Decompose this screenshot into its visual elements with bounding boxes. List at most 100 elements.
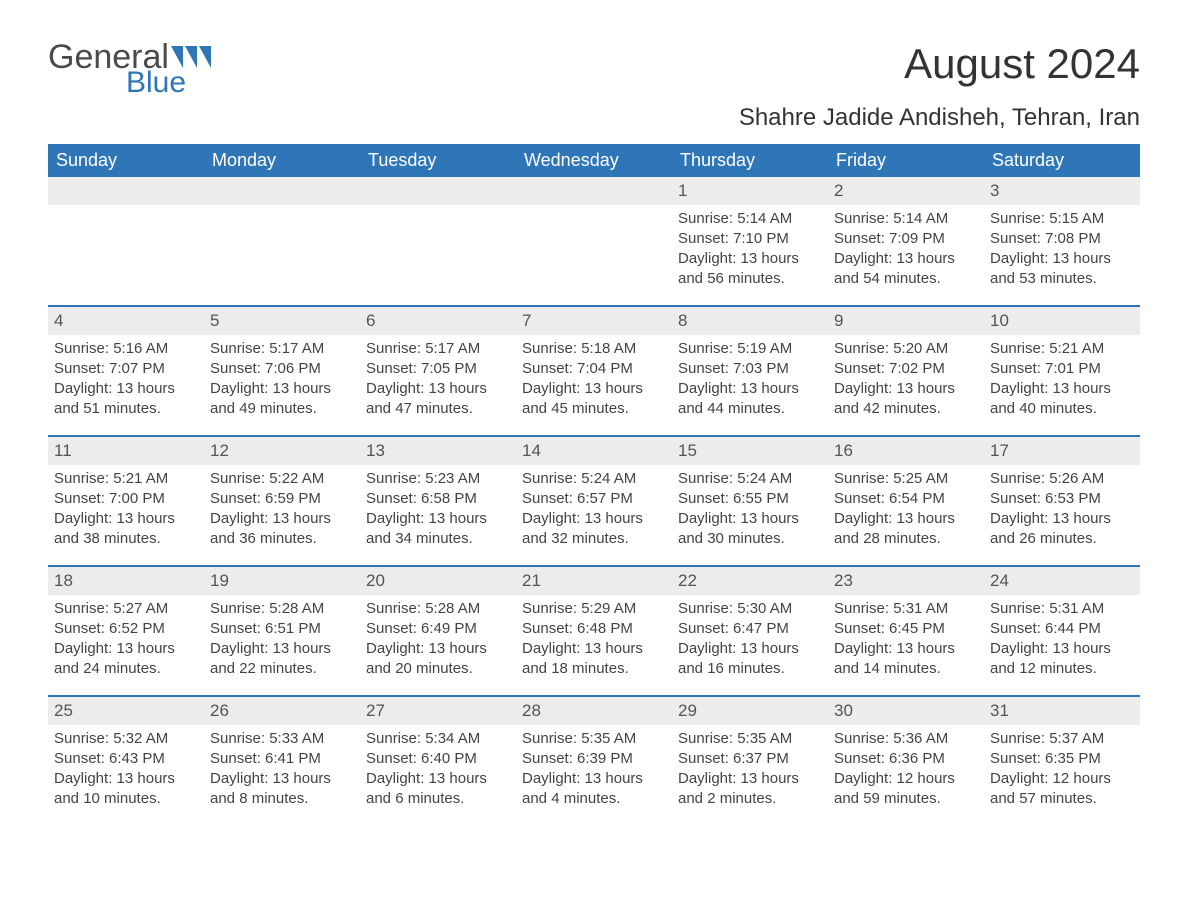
sunrise-text: Sunrise: 5:17 AM bbox=[366, 339, 510, 359]
daylight-text: Daylight: 13 hours and 56 minutes. bbox=[678, 249, 822, 289]
day-details: Sunrise: 5:29 AMSunset: 6:48 PMDaylight:… bbox=[516, 599, 672, 678]
day-number: 12 bbox=[204, 437, 360, 465]
sunset-text: Sunset: 6:43 PM bbox=[54, 749, 198, 769]
day-number: 23 bbox=[828, 567, 984, 595]
calendar-day: 5Sunrise: 5:17 AMSunset: 7:06 PMDaylight… bbox=[204, 307, 360, 435]
sunrise-text: Sunrise: 5:31 AM bbox=[834, 599, 978, 619]
sunset-text: Sunset: 7:01 PM bbox=[990, 359, 1134, 379]
sunset-text: Sunset: 7:07 PM bbox=[54, 359, 198, 379]
weekday-header: Monday bbox=[204, 144, 360, 177]
calendar-day: . bbox=[360, 177, 516, 305]
sunset-text: Sunset: 7:06 PM bbox=[210, 359, 354, 379]
daylight-text: Daylight: 13 hours and 38 minutes. bbox=[54, 509, 198, 549]
day-number: 17 bbox=[984, 437, 1140, 465]
day-details: Sunrise: 5:14 AMSunset: 7:09 PMDaylight:… bbox=[828, 209, 984, 288]
calendar-week: ....1Sunrise: 5:14 AMSunset: 7:10 PMDayl… bbox=[48, 177, 1140, 305]
daylight-text: Daylight: 13 hours and 20 minutes. bbox=[366, 639, 510, 679]
day-details: Sunrise: 5:24 AMSunset: 6:57 PMDaylight:… bbox=[516, 469, 672, 548]
day-number: 14 bbox=[516, 437, 672, 465]
sunset-text: Sunset: 6:39 PM bbox=[522, 749, 666, 769]
calendar-day: 11Sunrise: 5:21 AMSunset: 7:00 PMDayligh… bbox=[48, 437, 204, 565]
day-number: 11 bbox=[48, 437, 204, 465]
sunset-text: Sunset: 6:54 PM bbox=[834, 489, 978, 509]
day-details: Sunrise: 5:31 AMSunset: 6:44 PMDaylight:… bbox=[984, 599, 1140, 678]
sunrise-text: Sunrise: 5:25 AM bbox=[834, 469, 978, 489]
sunrise-text: Sunrise: 5:17 AM bbox=[210, 339, 354, 359]
logo-flag-icon bbox=[171, 46, 211, 68]
sunrise-text: Sunrise: 5:31 AM bbox=[990, 599, 1134, 619]
day-details: Sunrise: 5:28 AMSunset: 6:51 PMDaylight:… bbox=[204, 599, 360, 678]
daylight-text: Daylight: 13 hours and 36 minutes. bbox=[210, 509, 354, 549]
sunrise-text: Sunrise: 5:22 AM bbox=[210, 469, 354, 489]
calendar-day: 2Sunrise: 5:14 AMSunset: 7:09 PMDaylight… bbox=[828, 177, 984, 305]
calendar-day: 28 Sunrise: 5:35 AMSunset: 6:39 PMDayligh… bbox=[516, 697, 672, 825]
sunset-text: Sunset: 6:59 PM bbox=[210, 489, 354, 509]
logo: General Blue bbox=[48, 40, 211, 98]
day-details: Sunrise: 5:20 AMSunset: 7:02 PMDaylight:… bbox=[828, 339, 984, 418]
weekday-header: Wednesday bbox=[516, 144, 672, 177]
calendar-day: 29Sunrise: 5:35 AMSunset: 6:37 PMDayligh… bbox=[672, 697, 828, 825]
sunset-text: Sunset: 6:36 PM bbox=[834, 749, 978, 769]
day-number: 16 bbox=[828, 437, 984, 465]
calendar-day: 25Sunrise: 5:32 AMSunset: 6:43 PMDayligh… bbox=[48, 697, 204, 825]
sunrise-text: Sunrise: 5:33 AM bbox=[210, 729, 354, 749]
sunset-text: Sunset: 6:55 PM bbox=[678, 489, 822, 509]
daylight-text: Daylight: 13 hours and 18 minutes. bbox=[522, 639, 666, 679]
day-details: Sunrise: 5:16 AMSunset: 7:07 PMDaylight:… bbox=[48, 339, 204, 418]
calendar-day: 14 Sunrise: 5:24 AMSunset: 6:57 PMDayligh… bbox=[516, 437, 672, 565]
day-details: Sunrise: 5:35 AMSunset: 6:39 PMDaylight:… bbox=[516, 729, 672, 808]
weekday-header: Saturday bbox=[984, 144, 1140, 177]
daylight-text: Daylight: 13 hours and 54 minutes. bbox=[834, 249, 978, 289]
sunset-text: Sunset: 6:47 PM bbox=[678, 619, 822, 639]
sunrise-text: Sunrise: 5:24 AM bbox=[678, 469, 822, 489]
sunrise-text: Sunrise: 5:15 AM bbox=[990, 209, 1134, 229]
day-number: 28 bbox=[516, 697, 672, 725]
sunrise-text: Sunrise: 5:14 AM bbox=[678, 209, 822, 229]
sunset-text: Sunset: 7:08 PM bbox=[990, 229, 1134, 249]
daylight-text: Daylight: 13 hours and 28 minutes. bbox=[834, 509, 978, 549]
daylight-text: Daylight: 13 hours and 2 minutes. bbox=[678, 769, 822, 809]
sunset-text: Sunset: 6:35 PM bbox=[990, 749, 1134, 769]
sunset-text: Sunset: 6:37 PM bbox=[678, 749, 822, 769]
calendar-week: 4 Sunrise: 5:16 AMSunset: 7:07 PMDaylight… bbox=[48, 305, 1140, 435]
day-details: Sunrise: 5:15 AMSunset: 7:08 PMDaylight:… bbox=[984, 209, 1140, 288]
day-number: 26 bbox=[204, 697, 360, 725]
day-number: 24 bbox=[984, 567, 1140, 595]
sunset-text: Sunset: 6:52 PM bbox=[54, 619, 198, 639]
day-details: Sunrise: 5:23 AMSunset: 6:58 PMDaylight:… bbox=[360, 469, 516, 548]
day-details: Sunrise: 5:17 AMSunset: 7:05 PMDaylight:… bbox=[360, 339, 516, 418]
sunrise-text: Sunrise: 5:37 AM bbox=[990, 729, 1134, 749]
day-details: Sunrise: 5:18 AMSunset: 7:04 PMDaylight:… bbox=[516, 339, 672, 418]
sunrise-text: Sunrise: 5:32 AM bbox=[54, 729, 198, 749]
sunrise-text: Sunrise: 5:35 AM bbox=[678, 729, 822, 749]
day-number: 21 bbox=[516, 567, 672, 595]
sunset-text: Sunset: 6:58 PM bbox=[366, 489, 510, 509]
header: General Blue August 2024 bbox=[48, 40, 1140, 98]
calendar-day: 16 Sunrise: 5:25 AMSunset: 6:54 PMDayligh… bbox=[828, 437, 984, 565]
sunset-text: Sunset: 7:05 PM bbox=[366, 359, 510, 379]
sunrise-text: Sunrise: 5:26 AM bbox=[990, 469, 1134, 489]
day-number: . bbox=[204, 177, 360, 205]
day-details: Sunrise: 5:24 AMSunset: 6:55 PMDaylight:… bbox=[672, 469, 828, 548]
calendar-day: 26 Sunrise: 5:33 AMSunset: 6:41 PMDayligh… bbox=[204, 697, 360, 825]
day-number: . bbox=[516, 177, 672, 205]
calendar-day: 30Sunrise: 5:36 AMSunset: 6:36 PMDayligh… bbox=[828, 697, 984, 825]
day-number: 1 bbox=[672, 177, 828, 205]
calendar-day: . bbox=[48, 177, 204, 305]
day-number: 4 bbox=[48, 307, 204, 335]
sunset-text: Sunset: 7:04 PM bbox=[522, 359, 666, 379]
weekday-header: Tuesday bbox=[360, 144, 516, 177]
day-number: 15 bbox=[672, 437, 828, 465]
sunrise-text: Sunrise: 5:29 AM bbox=[522, 599, 666, 619]
sunrise-text: Sunrise: 5:28 AM bbox=[210, 599, 354, 619]
sunrise-text: Sunrise: 5:16 AM bbox=[54, 339, 198, 359]
day-details: Sunrise: 5:19 AMSunset: 7:03 PMDaylight:… bbox=[672, 339, 828, 418]
daylight-text: Daylight: 13 hours and 34 minutes. bbox=[366, 509, 510, 549]
daylight-text: Daylight: 13 hours and 26 minutes. bbox=[990, 509, 1134, 549]
sunrise-text: Sunrise: 5:21 AM bbox=[990, 339, 1134, 359]
day-details: Sunrise: 5:33 AMSunset: 6:41 PMDaylight:… bbox=[204, 729, 360, 808]
calendar-day: 23Sunrise: 5:31 AMSunset: 6:45 PMDayligh… bbox=[828, 567, 984, 695]
calendar-day: 6Sunrise: 5:17 AMSunset: 7:05 PMDaylight… bbox=[360, 307, 516, 435]
daylight-text: Daylight: 12 hours and 59 minutes. bbox=[834, 769, 978, 809]
sunrise-text: Sunrise: 5:24 AM bbox=[522, 469, 666, 489]
